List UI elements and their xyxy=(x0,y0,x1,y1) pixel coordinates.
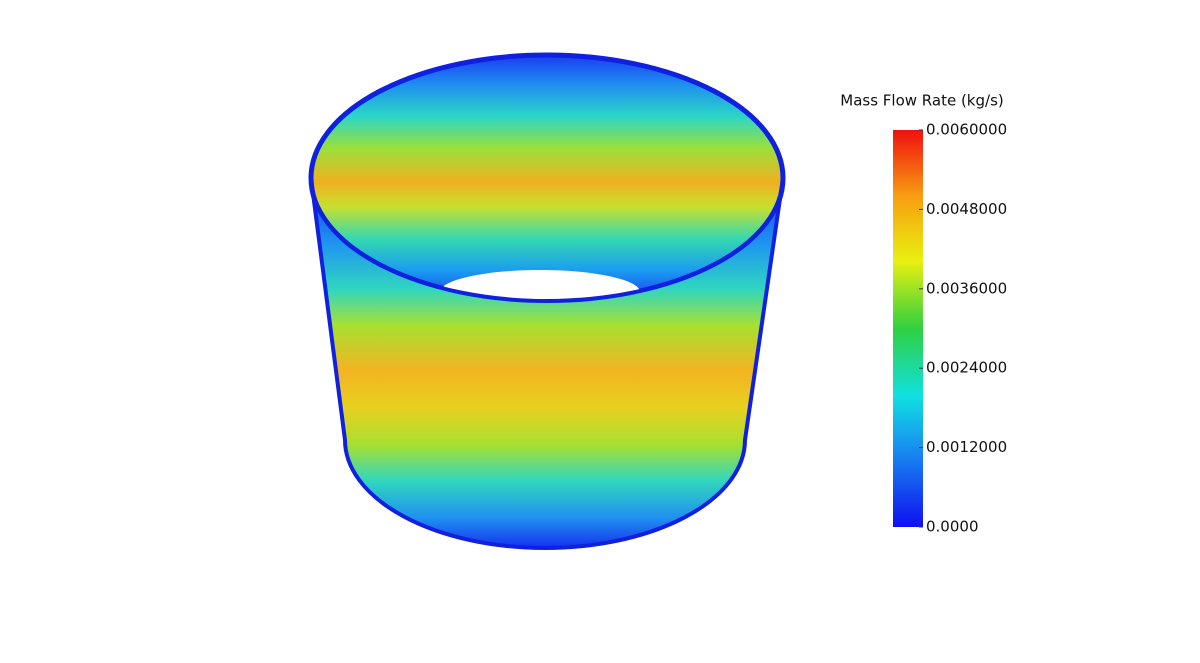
color-bar xyxy=(893,130,923,527)
outer-wall xyxy=(309,177,785,550)
legend-title: Mass Flow Rate (kg/s) xyxy=(840,92,1003,110)
tick-label: 0.0000 xyxy=(926,518,979,536)
tick-label: 0.0012000 xyxy=(926,438,1007,456)
cylinder xyxy=(308,52,786,550)
tick-label: 0.0048000 xyxy=(926,200,1007,218)
tick-label: 0.0036000 xyxy=(926,279,1007,297)
tick-label: 0.0060000 xyxy=(926,121,1007,139)
tick-label: 0.0024000 xyxy=(926,359,1007,377)
